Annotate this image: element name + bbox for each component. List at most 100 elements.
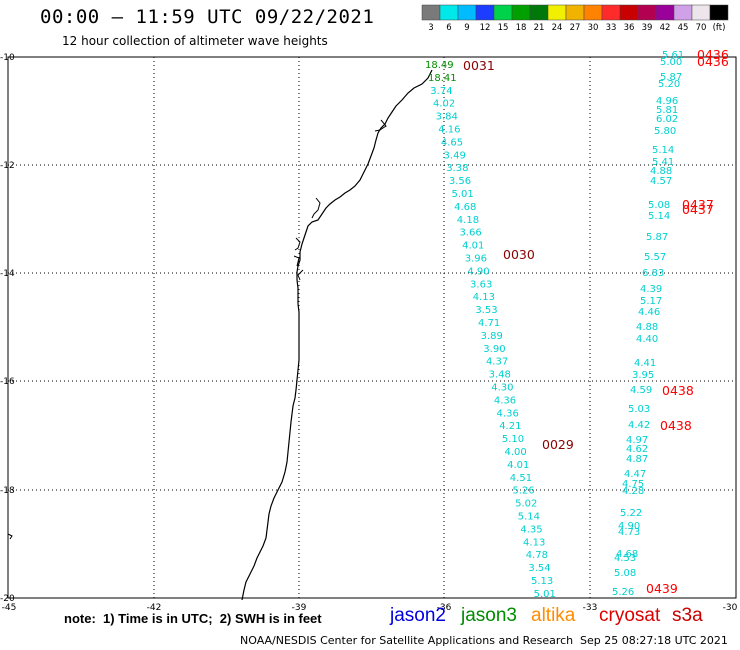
colorbar-label: 45 (678, 23, 689, 33)
swh-value: 4.21 (499, 421, 521, 432)
colorbar-swatch (655, 4, 675, 21)
swh-value: 18.41 (428, 73, 457, 84)
grid-lines (8, 57, 736, 598)
pass-time-label: 0436 (697, 54, 729, 69)
legend-jason2: jason2 (390, 605, 446, 626)
colorbar-label: 30 (588, 23, 599, 33)
swh-value: 4.40 (636, 334, 658, 345)
lon-tick-39: -39 (292, 603, 307, 613)
swh-value: 3.95 (632, 370, 654, 381)
colorbar-swatch (565, 4, 585, 21)
swh-value: 4.00 (505, 447, 527, 458)
colorbar-label: 9 (464, 23, 469, 33)
swh-value: 4.18 (457, 215, 479, 226)
swh-value: 4.41 (634, 358, 656, 369)
swh-value: 5.87 (646, 232, 668, 243)
swh-value: 4.53 (614, 553, 636, 564)
lat-tick-18: -18 (0, 486, 15, 496)
swh-value: 5.01 (452, 189, 474, 200)
pass-time-label: 0437 (682, 197, 714, 212)
swh-value: 5.08 (648, 200, 670, 211)
footer-credit: NOAA/NESDIS Center for Satellite Applica… (240, 634, 574, 647)
swh-value: 4.42 (628, 420, 650, 431)
colorbar-swatch (475, 4, 495, 21)
lat-tick-labels: -10 -12 -14 -16 -18 -20 (0, 53, 15, 604)
lon-tick-33: -33 (583, 603, 598, 613)
swh-value: 4.36 (497, 408, 519, 419)
colorbar-swatch (601, 4, 621, 21)
colorbar-label: (ft) (713, 23, 726, 33)
swh-value: 5.14 (652, 145, 674, 156)
colorbar-swatch (511, 4, 531, 21)
swh-value: 4.65 (441, 137, 463, 148)
swh-value: 5.26 (612, 587, 634, 598)
coastline-islands (293, 119, 387, 281)
swh-value: 5.87 (660, 72, 682, 83)
swh-value: 4.47 (624, 469, 646, 480)
swh-value: 5.17 (640, 296, 662, 307)
swh-value: 5.00 (660, 57, 682, 68)
swh-value: 5.41 (652, 157, 674, 168)
swh-value: 3.90 (483, 344, 505, 355)
swh-value: 5.08 (614, 568, 636, 579)
swh-value: 3.74 (430, 86, 452, 97)
swh-value: 3.66 (459, 228, 481, 239)
swh-value: 4.35 (520, 524, 542, 535)
colorbar-label: 6 (446, 23, 451, 33)
swh-value: 4.39 (640, 284, 662, 295)
colorbar-label: 70 (696, 23, 707, 33)
edge-marker (7, 533, 13, 540)
swh-value: 4.28 (622, 486, 644, 497)
swh-value: 5.61 (662, 50, 684, 61)
legend-s3a: s3a (672, 605, 703, 626)
colorbar-swatch (457, 4, 477, 21)
pass-time-label: 0031 (463, 58, 495, 73)
swh-value: 4.02 (433, 99, 455, 110)
colorbar-swatch (673, 4, 693, 21)
swh-value: 4.90 (467, 266, 489, 277)
swh-value: 3.96 (465, 254, 487, 265)
lon-tick-42: -42 (147, 603, 162, 613)
swh-value: 18.49 (425, 60, 454, 71)
swh-value: 3.38 (446, 163, 468, 174)
swh-value: 6.02 (656, 114, 678, 125)
swh-value: 4.96 (656, 96, 678, 107)
swh-value: 4.68 (616, 549, 638, 560)
swh-value: 5.14 (648, 211, 670, 222)
pass-time-label: 0438 (662, 383, 694, 398)
legend-cryosat: cryosat (599, 605, 661, 626)
colorbar-label: 18 (516, 23, 527, 33)
pass-time-label: 0438 (660, 418, 692, 433)
colorbar-label: 39 (642, 23, 653, 33)
swh-tracks: 18.49 18.41 3.74 4.02 3.84 4.164.65 3.49 3.38 3.… (425, 50, 684, 600)
page-title: 00:00 – 11:59 UTC 09/22/2021 (40, 6, 375, 28)
legend-altika: altika (531, 605, 576, 626)
swh-value: 4.87 (626, 454, 648, 465)
map-frame (7, 56, 737, 599)
swh-value: 4.90 (618, 521, 640, 532)
footer-timestamp: Sep 25 08:27:18 UTC 2021 (580, 634, 728, 647)
colorbar-swatch (529, 4, 549, 21)
lat-tick-14: -14 (0, 269, 15, 279)
swh-value: 4.68 (454, 202, 476, 213)
swh-value: 5.03 (628, 404, 650, 415)
swh-value: 4.13 (523, 537, 545, 548)
colorbar-label: 27 (570, 23, 581, 33)
coastline (241, 69, 433, 601)
swh-value: 3.49 (444, 150, 466, 161)
colorbar: 3 6 9 12 15 18 21 24 27 30 33 36 39 42 45 70 (ft) (421, 4, 729, 33)
colorbar-label: 21 (534, 23, 545, 33)
swh-value: 5.14 (518, 512, 540, 523)
swh-value: 4.30 (491, 383, 513, 394)
lat-tick-12: -12 (0, 161, 15, 171)
swh-value: 4.97 (626, 435, 648, 446)
swh-value: 4.01 (462, 241, 484, 252)
pass-time-label: 0437 (682, 202, 714, 217)
colorbar-swatch (619, 4, 639, 21)
lon-tick-30: -30 (723, 603, 738, 613)
swh-value: 5.22 (620, 508, 642, 519)
swh-value: 5.80 (654, 126, 676, 137)
swh-value: 4.57 (650, 176, 672, 187)
swh-value: 4.71 (478, 318, 500, 329)
